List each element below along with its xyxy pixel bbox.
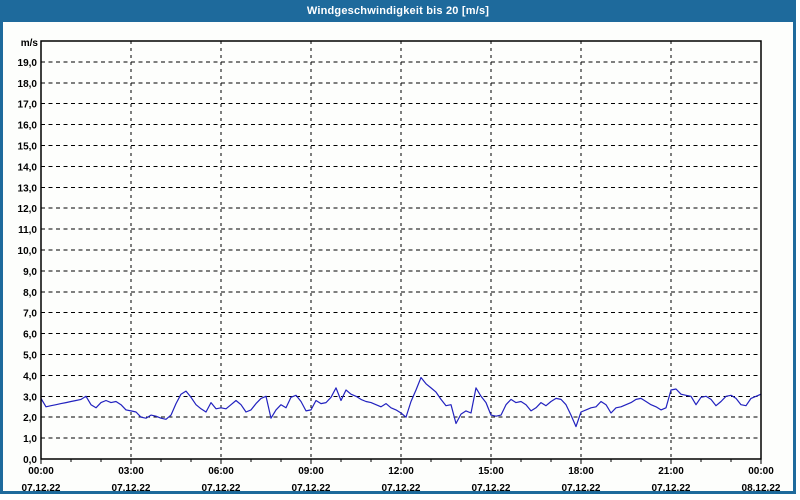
window-title: Windgeschwindigkeit bis 20 [m/s] xyxy=(306,5,490,17)
y-tick-label: 14,0 xyxy=(18,162,38,173)
y-tick-label: 10,0 xyxy=(18,246,38,257)
x-date-label: 08.12.22 xyxy=(742,483,781,494)
x-date-label: 07.12.22 xyxy=(112,483,151,494)
x-date-label: 07.12.22 xyxy=(472,483,511,494)
y-tick-label: 15,0 xyxy=(18,142,38,153)
x-date-label: 07.12.22 xyxy=(202,483,241,494)
x-date-label: 07.12.22 xyxy=(292,483,331,494)
y-tick-label: 16,0 xyxy=(18,121,38,132)
y-tick-label: 12,0 xyxy=(18,204,38,215)
y-tick-label: 19,0 xyxy=(18,58,38,69)
y-tick-label: 8,0 xyxy=(23,288,37,299)
y-tick-label: 2,0 xyxy=(23,413,37,424)
y-tick-label: 9,0 xyxy=(23,267,37,278)
x-date-label: 07.12.22 xyxy=(22,483,61,494)
x-time-label: 12:00 xyxy=(388,466,414,477)
x-date-label: 07.12.22 xyxy=(652,483,691,494)
y-tick-label: 1,0 xyxy=(23,434,37,445)
x-date-label: 07.12.22 xyxy=(382,483,421,494)
wind-speed-line xyxy=(41,376,761,428)
y-tick-label: 11,0 xyxy=(18,225,37,236)
x-time-label: 00:00 xyxy=(28,466,54,477)
y-tick-label: 4,0 xyxy=(23,371,37,382)
x-date-label: 07.12.22 xyxy=(562,483,601,494)
y-tick-label: 5,0 xyxy=(23,351,37,362)
x-time-label: 18:00 xyxy=(568,466,594,477)
x-time-label: 21:00 xyxy=(658,466,684,477)
x-time-label: 06:00 xyxy=(208,466,234,477)
y-tick-label: 13,0 xyxy=(18,183,38,194)
y-tick-label: 6,0 xyxy=(23,330,37,341)
y-tick-label: 18,0 xyxy=(18,79,38,90)
y-tick-label: 3,0 xyxy=(23,392,37,403)
y-tick-label: 7,0 xyxy=(23,309,37,320)
y-tick-label: 17,0 xyxy=(18,100,38,111)
window-titlebar: Windgeschwindigkeit bis 20 [m/s] xyxy=(0,0,796,22)
y-axis-unit-label: m/s xyxy=(21,38,39,49)
x-time-label: 15:00 xyxy=(478,466,504,477)
x-time-label: 09:00 xyxy=(298,466,324,477)
y-tick-label: 0,0 xyxy=(23,455,37,466)
x-time-label: 00:00 xyxy=(748,466,774,477)
plot-border xyxy=(40,40,762,460)
x-time-label: 03:00 xyxy=(118,466,144,477)
